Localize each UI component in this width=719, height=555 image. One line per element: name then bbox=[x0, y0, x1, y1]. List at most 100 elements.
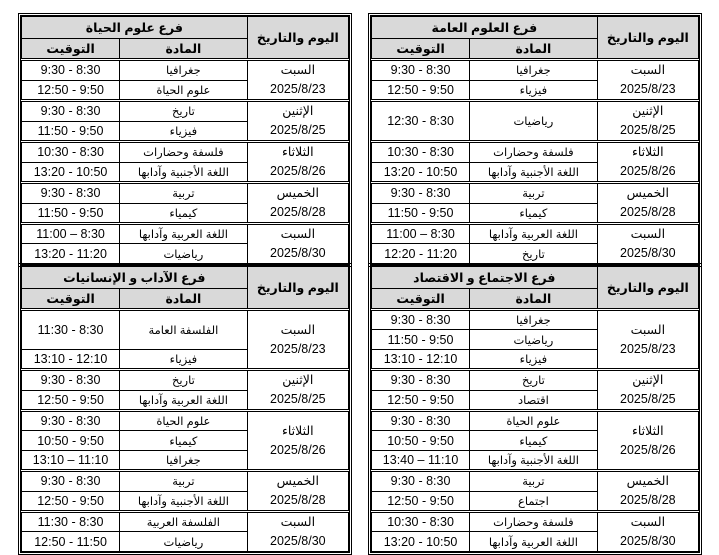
table-row: رياضيات 11:50 - 9:50 bbox=[370, 329, 699, 350]
time-cell: 13:20 - 11:20 bbox=[20, 243, 121, 264]
day-name: السبت bbox=[280, 227, 316, 241]
exam-date: 2025/8/23 bbox=[270, 341, 326, 356]
table-row: الإثنين 2025/8/25 تاريخ 9:30 - 8:30 bbox=[20, 100, 350, 142]
time-cell: 10:30 - 8:30 bbox=[20, 141, 121, 163]
subject-cell: رياضيات bbox=[469, 329, 598, 350]
time-cell: 12:30 - 8:30 bbox=[370, 100, 471, 142]
header-time: التوقيت bbox=[20, 38, 121, 60]
subject-cell: اللغة الأجنبية وآدابها bbox=[469, 450, 598, 471]
header-day-date: اليوم والتاريخ bbox=[246, 266, 350, 310]
subject-cell: كيمياء bbox=[469, 202, 598, 224]
day-group: الخميس 2025/8/28 تربية 9:30 - 8:30 كيمياء 11:… bbox=[370, 182, 700, 224]
day-date-cell: الخميس 2025/8/28 bbox=[246, 470, 350, 512]
table-row: الإثنين 2025/8/25 رياضيات 12:30 - 8:30 bbox=[370, 100, 700, 142]
table-row: فيزياء 11:50 - 9:50 bbox=[20, 120, 349, 142]
table-row: فيزياء 13:10 - 12:10 bbox=[370, 349, 699, 370]
time-cell: 12:20 - 11:20 bbox=[370, 243, 471, 264]
subject-cell: جغرافيا bbox=[469, 309, 598, 330]
table-row: الخميس 2025/8/28 تربية 9:30 - 8:30 bbox=[20, 470, 350, 512]
day-name: السبت bbox=[280, 63, 316, 77]
time-cell: 13:10 - 12:10 bbox=[20, 349, 121, 370]
day-name: الإثنين bbox=[282, 373, 314, 387]
subject-cell: تربية bbox=[119, 182, 248, 204]
day-name: الثلاثاء bbox=[281, 423, 314, 438]
branch-title: فرع علوم الحياة bbox=[21, 16, 248, 39]
exam-date: 2025/8/30 bbox=[620, 534, 676, 548]
time-cell: 10:50 - 9:50 bbox=[370, 430, 471, 451]
subject-cell: اللغة العربية وآدابها bbox=[469, 223, 598, 244]
table-row: رياضيات 13:20 - 11:20 bbox=[20, 243, 349, 264]
subject-cell: فلسفة وحضارات bbox=[469, 141, 598, 163]
header-day-date: اليوم والتاريخ bbox=[596, 266, 700, 310]
subject-cell: اجتماع bbox=[469, 490, 598, 512]
exam-date: 2025/8/25 bbox=[620, 123, 676, 137]
subject-cell: تاريخ bbox=[119, 369, 248, 391]
time-cell: 13:20 - 10:50 bbox=[370, 531, 471, 552]
day-date-cell: الخميس 2025/8/28 bbox=[596, 470, 700, 512]
day-name: الإثنين bbox=[632, 104, 664, 118]
time-cell: 9:30 - 8:30 bbox=[20, 369, 121, 391]
time-cell: 12:50 - 11:50 bbox=[20, 531, 121, 552]
table-row: الثلاثاء 2025/8/26 علوم الحياة 9:30 - 8:30 bbox=[20, 410, 350, 471]
table-row: السبت 2025/8/23 جغرافيا 9:30 - 8:30 bbox=[370, 309, 700, 370]
time-cell: 9:30 - 8:30 bbox=[370, 309, 471, 330]
table-row: الثلاثاء 2025/8/26 فلسفة وحضارات 10:30 - 8:… bbox=[370, 141, 700, 183]
day-date-cell: السبت 2025/8/23 bbox=[246, 59, 350, 101]
table-row: اللغة الأجنبية وآدابها 13:40 – 11:10 bbox=[370, 450, 699, 471]
day-name: السبت bbox=[280, 322, 316, 337]
day-group: السبت 2025/8/23 جغرافيا 9:30 - 8:30 فيزياء 12… bbox=[370, 59, 700, 101]
day-name: السبت bbox=[630, 227, 666, 241]
day-date-cell: الإثنين 2025/8/25 bbox=[246, 100, 350, 142]
day-group: الخميس 2025/8/28 تربية 9:30 - 8:30 كيمياء 11:… bbox=[20, 182, 350, 224]
schedule-general-sciences: اليوم والتاريخ فرع العلوم العامة المادة الت… bbox=[368, 13, 702, 267]
header-time: التوقيت bbox=[20, 288, 121, 310]
table-row: كيمياء 10:50 - 9:50 bbox=[370, 430, 699, 451]
time-cell: 13:40 – 11:10 bbox=[370, 450, 471, 471]
day-group: السبت 2025/8/30 اللغة العربية وآدابها 11:00… bbox=[370, 223, 700, 264]
time-cell: 9:30 - 8:30 bbox=[20, 100, 121, 122]
table-row: السبت 2025/8/30 اللغة العربية وآدابها 11:00… bbox=[20, 223, 350, 264]
subject-cell: تربية bbox=[469, 470, 598, 492]
time-cell: 12:50 - 9:50 bbox=[370, 79, 471, 101]
header-day-date: اليوم والتاريخ bbox=[246, 16, 350, 60]
time-cell: 12:50 - 9:50 bbox=[20, 79, 121, 101]
time-cell: 11:30 - 8:30 bbox=[20, 511, 121, 532]
day-date-cell: السبت 2025/8/23 bbox=[596, 59, 700, 101]
exam-date: 2025/8/25 bbox=[620, 392, 676, 406]
time-cell: 12:50 - 9:50 bbox=[20, 490, 121, 512]
day-date-cell: الثلاثاء 2025/8/26 bbox=[596, 141, 700, 183]
time-cell: 12:50 - 9:50 bbox=[370, 490, 471, 512]
subject-cell: رياضيات bbox=[469, 100, 598, 142]
day-date-cell: السبت 2025/8/23 bbox=[246, 309, 350, 370]
branch-title: فرع الاجتماع و الاقتصاد bbox=[371, 266, 598, 289]
day-name: السبت bbox=[630, 515, 666, 529]
day-group: السبت 2025/8/23 جغرافيا 9:30 - 8:30 رياضيات 1… bbox=[370, 309, 700, 370]
day-name: الخميس bbox=[626, 186, 669, 200]
subject-cell: كيمياء bbox=[119, 430, 248, 451]
table-row: الإثنين 2025/8/25 تاريخ 9:30 - 8:30 bbox=[20, 369, 350, 411]
time-cell: 13:10 – 11:10 bbox=[20, 450, 121, 471]
table-row: السبت 2025/8/23 جغرافيا 9:30 - 8:30 bbox=[20, 59, 350, 101]
exam-date: 2025/8/23 bbox=[620, 341, 676, 356]
subject-cell: رياضيات bbox=[119, 243, 248, 264]
subject-cell: كيمياء bbox=[469, 430, 598, 451]
day-name: الثلاثاء bbox=[281, 145, 314, 159]
time-cell: 9:30 - 8:30 bbox=[370, 410, 471, 431]
day-date-cell: السبت 2025/8/30 bbox=[246, 223, 350, 264]
subject-cell: فيزياء bbox=[119, 349, 248, 370]
schedule-humanities: اليوم والتاريخ فرع الآداب و الإنسانيات الم… bbox=[18, 263, 352, 555]
subject-cell: فيزياء bbox=[469, 349, 598, 370]
subject-cell: رياضيات bbox=[119, 531, 248, 552]
day-date-cell: الإثنين 2025/8/25 bbox=[246, 369, 350, 411]
header-time: التوقيت bbox=[370, 288, 471, 310]
exam-date: 2025/8/28 bbox=[270, 205, 326, 219]
day-date-cell: الإثنين 2025/8/25 bbox=[596, 100, 700, 142]
day-name: الخميس bbox=[276, 474, 319, 488]
exam-date: 2025/8/26 bbox=[620, 442, 676, 457]
table-row: الخميس 2025/8/28 تربية 9:30 - 8:30 bbox=[370, 182, 700, 224]
day-date-cell: الثلاثاء 2025/8/26 bbox=[246, 410, 350, 471]
exam-date: 2025/8/30 bbox=[270, 534, 326, 548]
table-row: اللغة العربية وآدابها 12:50 - 9:50 bbox=[20, 389, 349, 411]
subject-cell: جغرافيا bbox=[469, 59, 598, 81]
exam-date: 2025/8/30 bbox=[620, 246, 676, 260]
